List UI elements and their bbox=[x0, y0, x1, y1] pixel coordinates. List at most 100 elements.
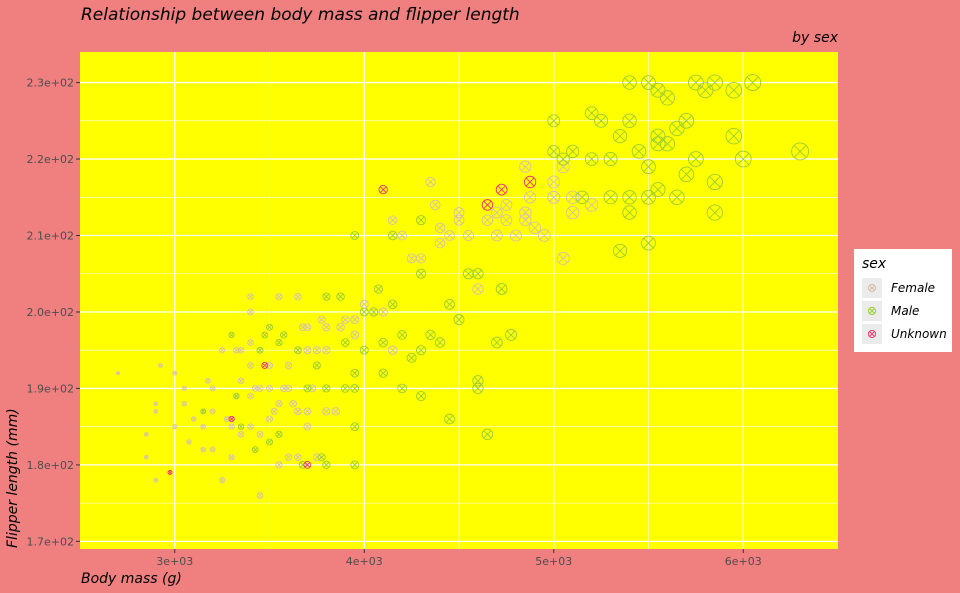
data-point bbox=[612, 129, 628, 144]
y-tick-label: 1.8e+02 bbox=[27, 459, 74, 472]
data-point bbox=[261, 331, 269, 339]
data-point bbox=[622, 113, 637, 129]
data-point bbox=[622, 75, 637, 90]
data-point bbox=[453, 207, 465, 219]
data-point bbox=[115, 371, 120, 376]
data-point bbox=[519, 160, 532, 173]
data-point bbox=[322, 460, 331, 469]
data-point bbox=[237, 423, 245, 430]
data-point bbox=[416, 268, 427, 279]
data-point bbox=[378, 368, 388, 378]
data-point bbox=[200, 423, 207, 430]
data-point bbox=[687, 74, 704, 91]
data-point bbox=[425, 329, 436, 341]
y-axis-title: Flipper length (mm) bbox=[5, 408, 21, 548]
data-point bbox=[153, 409, 159, 414]
data-point bbox=[453, 214, 465, 226]
data-point bbox=[416, 253, 427, 264]
data-point bbox=[247, 308, 254, 316]
data-point bbox=[528, 221, 542, 235]
data-point bbox=[261, 362, 269, 369]
data-point bbox=[209, 408, 216, 415]
x-tick-label: 5e+03 bbox=[535, 555, 572, 568]
data-point bbox=[359, 345, 369, 355]
data-point bbox=[462, 229, 475, 242]
data-point bbox=[219, 347, 226, 354]
data-point bbox=[209, 385, 216, 392]
data-point bbox=[434, 222, 446, 234]
legend-label: Female bbox=[891, 281, 935, 295]
data-point bbox=[181, 401, 187, 407]
legend: sex Female Male Unknown bbox=[854, 249, 952, 352]
data-point bbox=[331, 407, 341, 416]
data-point bbox=[687, 151, 704, 167]
legend-entry-unknown: Unknown bbox=[862, 324, 947, 344]
x-tick-label: 6e+03 bbox=[725, 555, 762, 568]
data-point bbox=[350, 368, 360, 378]
y-tick-label: 2.0e+02 bbox=[27, 306, 74, 319]
data-point bbox=[650, 182, 666, 198]
data-point bbox=[303, 346, 312, 355]
data-point bbox=[275, 400, 283, 408]
data-point bbox=[378, 307, 388, 317]
data-point bbox=[322, 323, 331, 332]
data-point bbox=[566, 205, 580, 220]
data-point bbox=[144, 455, 149, 460]
data-point bbox=[491, 206, 503, 219]
data-point bbox=[336, 292, 345, 301]
data-point bbox=[251, 385, 259, 392]
data-point bbox=[659, 90, 676, 106]
data-point bbox=[481, 214, 494, 226]
data-point bbox=[584, 198, 599, 212]
data-point bbox=[237, 377, 245, 384]
data-point bbox=[265, 323, 274, 331]
legend-title: sex bbox=[862, 256, 887, 272]
series-unknown bbox=[167, 175, 537, 476]
data-point bbox=[294, 346, 302, 354]
data-point bbox=[172, 424, 178, 430]
data-point bbox=[200, 446, 207, 453]
data-point bbox=[322, 407, 331, 416]
data-point bbox=[472, 375, 484, 387]
chart-subtitle: by sex bbox=[792, 30, 839, 46]
data-point bbox=[294, 407, 302, 416]
data-point bbox=[519, 206, 532, 219]
x-tick-label: 3e+03 bbox=[156, 555, 193, 568]
data-point bbox=[237, 431, 245, 438]
data-point bbox=[523, 191, 537, 204]
data-point bbox=[275, 461, 283, 469]
data-point bbox=[406, 352, 417, 363]
data-point bbox=[706, 204, 723, 221]
data-point bbox=[322, 346, 331, 355]
data-point bbox=[678, 113, 695, 129]
data-point bbox=[317, 315, 326, 324]
data-point bbox=[725, 81, 743, 99]
data-point bbox=[547, 114, 561, 128]
data-point bbox=[566, 190, 580, 204]
legend-key-symbol bbox=[867, 329, 877, 339]
data-point bbox=[495, 283, 508, 295]
data-point bbox=[205, 377, 211, 384]
data-point bbox=[317, 453, 326, 462]
data-point bbox=[444, 298, 455, 310]
legend-keys: Female Male Unknown bbox=[862, 278, 947, 344]
series-male bbox=[200, 74, 810, 470]
data-point bbox=[373, 284, 384, 294]
data-point bbox=[280, 331, 288, 339]
data-point bbox=[265, 361, 274, 369]
legend-entry-female: Female bbox=[862, 278, 935, 298]
data-point bbox=[641, 235, 656, 251]
data-point bbox=[472, 283, 484, 295]
data-point bbox=[247, 362, 254, 369]
legend-key-symbol bbox=[867, 306, 877, 316]
data-point bbox=[537, 229, 551, 242]
data-point bbox=[612, 243, 628, 258]
x-axis-ticks: 3e+03 4e+03 5e+03 6e+03 bbox=[156, 549, 762, 568]
data-point bbox=[275, 293, 283, 301]
data-point bbox=[228, 331, 235, 339]
data-point bbox=[256, 346, 264, 354]
data-point bbox=[172, 370, 178, 376]
data-point bbox=[495, 183, 508, 196]
data-point bbox=[584, 152, 599, 166]
data-point bbox=[434, 237, 446, 249]
